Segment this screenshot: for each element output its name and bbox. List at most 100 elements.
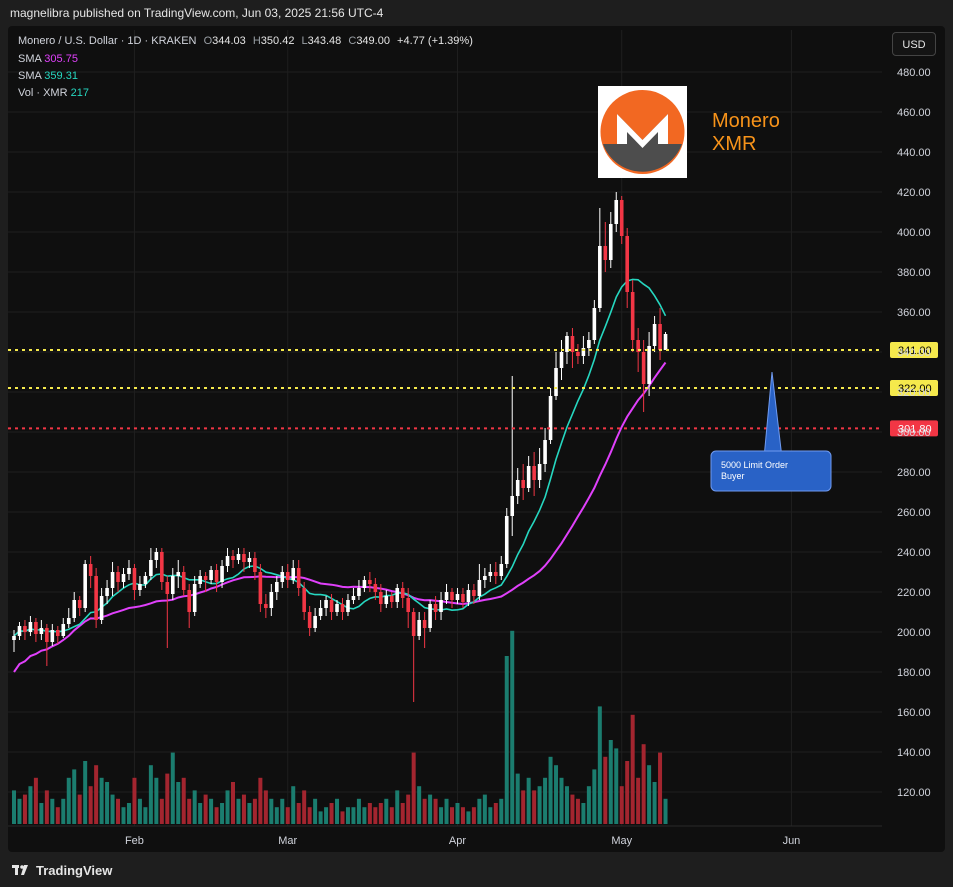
legend-sma-slow-value: 305.75 [44, 53, 78, 65]
candle-body [176, 572, 181, 576]
monero-logo-icon [600, 90, 685, 174]
level-label: 301.80 [898, 423, 932, 435]
y-tick-label: 360.00 [897, 307, 931, 319]
y-tick-label: 340.00 [897, 347, 931, 359]
volume-bar [44, 790, 49, 824]
volume-bar [269, 798, 274, 824]
y-tick-label: 280.00 [897, 467, 931, 479]
candle-body [603, 246, 608, 260]
volume-bar [417, 786, 422, 824]
volume-bar [493, 803, 498, 824]
candle-body [658, 324, 662, 350]
chart-panel[interactable] [8, 26, 945, 852]
volume-bar [559, 777, 564, 824]
candle-body [88, 564, 93, 576]
volume-bar [170, 752, 175, 824]
currency-button[interactable]: USD [892, 32, 936, 56]
volume-bars [12, 630, 668, 824]
volume-bar [33, 777, 38, 824]
volume-bar [597, 706, 602, 824]
candle-body [236, 554, 241, 560]
volume-bar [548, 756, 553, 824]
legend-change: +4.77 (+1.39%) [397, 35, 473, 47]
candle-body [636, 340, 640, 352]
y-tick-label: 440.00 [897, 147, 931, 159]
legend-sma-fast-value: 359.31 [44, 70, 78, 82]
tradingview-footer[interactable]: TradingView [12, 860, 112, 880]
candle-body [170, 576, 175, 594]
candle-body [45, 628, 49, 642]
volume-bar [121, 807, 126, 824]
volume-bar [176, 782, 181, 824]
volume-bar [433, 798, 438, 824]
legend-volume-value: 217 [70, 87, 89, 99]
volume-bar [532, 790, 537, 824]
candle-body [154, 552, 159, 560]
volume-bar [55, 807, 60, 824]
volume-bar [72, 769, 77, 824]
candle-body [559, 352, 564, 368]
volume-bar [625, 761, 630, 824]
volume-bar [378, 803, 383, 824]
candle-body [433, 604, 438, 612]
candle-body [521, 480, 525, 488]
candle-body [362, 580, 367, 588]
volume-bar [581, 803, 586, 824]
candle-body [296, 568, 301, 588]
legend-low-label: L [301, 35, 308, 47]
x-tick-label: Mar [278, 835, 297, 847]
volume-bar [39, 803, 44, 824]
volume-bar [526, 777, 531, 824]
volume-bar [411, 752, 416, 824]
x-tick-label: May [611, 835, 632, 847]
legend-open-label: O [203, 35, 213, 47]
volume-bar [488, 807, 493, 824]
legend-symbol-row: Monero / U.S. Dollar · 1D · KRAKEN O344.… [18, 35, 473, 47]
candle-body [149, 560, 153, 576]
volume-bar [324, 807, 329, 824]
volume-bar [345, 807, 350, 824]
y-tick-label: 480.00 [897, 67, 931, 79]
candle-body [307, 612, 312, 628]
volume-bar [422, 798, 427, 824]
candle-body [357, 588, 361, 596]
volume-bar [564, 786, 569, 824]
volume-bar [575, 798, 580, 824]
level-label: 322.00 [898, 383, 932, 395]
volume-bar [88, 786, 93, 824]
volume-bar [351, 807, 356, 824]
candle-body [291, 568, 296, 580]
legend-symbol: Monero / U.S. Dollar · 1D · KRAKEN [18, 35, 197, 47]
volume-bar [148, 765, 153, 824]
volume-bar [450, 807, 454, 824]
candle-body [121, 574, 126, 582]
candle-body [132, 568, 137, 590]
volume-bar [543, 777, 548, 824]
volume-bar [482, 794, 487, 824]
candle-body [313, 616, 317, 628]
candle-body [94, 576, 98, 620]
volume-bar [137, 798, 142, 824]
volume-bar [641, 744, 646, 824]
candle-body [302, 588, 306, 612]
y-tick-label: 380.00 [897, 267, 931, 279]
y-tick-label: 160.00 [897, 707, 931, 719]
volume-bar [460, 807, 465, 824]
legend-sma-slow-row: SMA 305.75 [18, 53, 78, 65]
volume-bar [214, 807, 219, 824]
candle-body [483, 576, 487, 580]
volume-bar [17, 798, 22, 824]
volume-bar [504, 656, 509, 824]
candle-body [422, 620, 427, 628]
candle-body [203, 576, 208, 580]
volume-bar [439, 807, 444, 824]
candle-body [477, 580, 482, 596]
candle-body [39, 628, 44, 634]
candle-body [66, 618, 71, 624]
sma-fast-line [13, 278, 667, 637]
candle-body [499, 564, 504, 576]
candle-body [592, 308, 597, 340]
volume-bar [356, 798, 361, 824]
y-tick-label: 300.00 [897, 427, 931, 439]
